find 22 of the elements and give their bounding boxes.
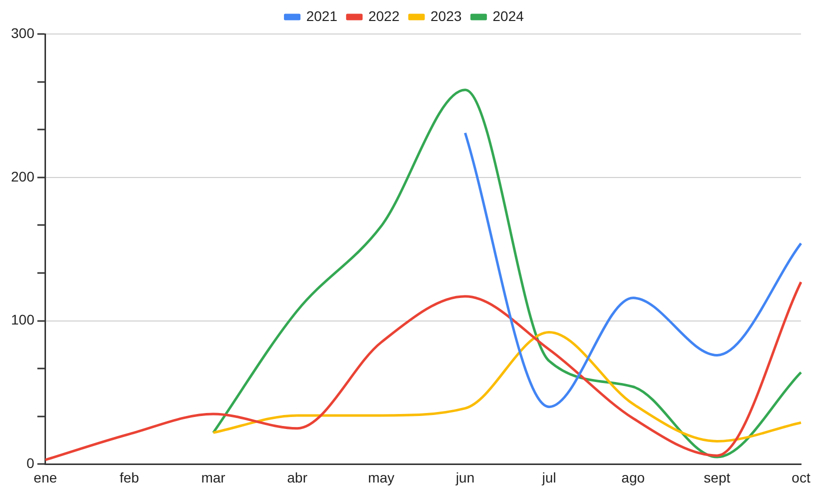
y-tick-label: 100 [11, 312, 35, 328]
x-tick-label: feb [120, 469, 140, 486]
y-tick-label: 200 [11, 168, 35, 184]
x-tick-label: jun [454, 469, 475, 486]
x-tick-label: may [368, 469, 394, 486]
legend-label: 2022 [368, 8, 400, 24]
x-tick-label: sept [704, 469, 730, 486]
x-tick-label: ene [34, 469, 58, 486]
x-tick-label: ago [621, 469, 645, 486]
x-tick-label: oct [792, 469, 810, 486]
legend-label: 2021 [306, 8, 338, 24]
line-series [464, 132, 802, 408]
line-series [212, 88, 802, 458]
x-tick-label: mar [201, 469, 226, 486]
x-tick-label: abr [287, 469, 308, 486]
line-series [212, 331, 802, 443]
line-series [44, 280, 802, 462]
legend-label: 2024 [492, 8, 524, 24]
y-tick-label: 0 [26, 455, 35, 472]
legend-label: 2023 [430, 8, 462, 24]
x-tick-label: jul [541, 469, 556, 486]
y-tick-label: 300 [11, 24, 35, 41]
